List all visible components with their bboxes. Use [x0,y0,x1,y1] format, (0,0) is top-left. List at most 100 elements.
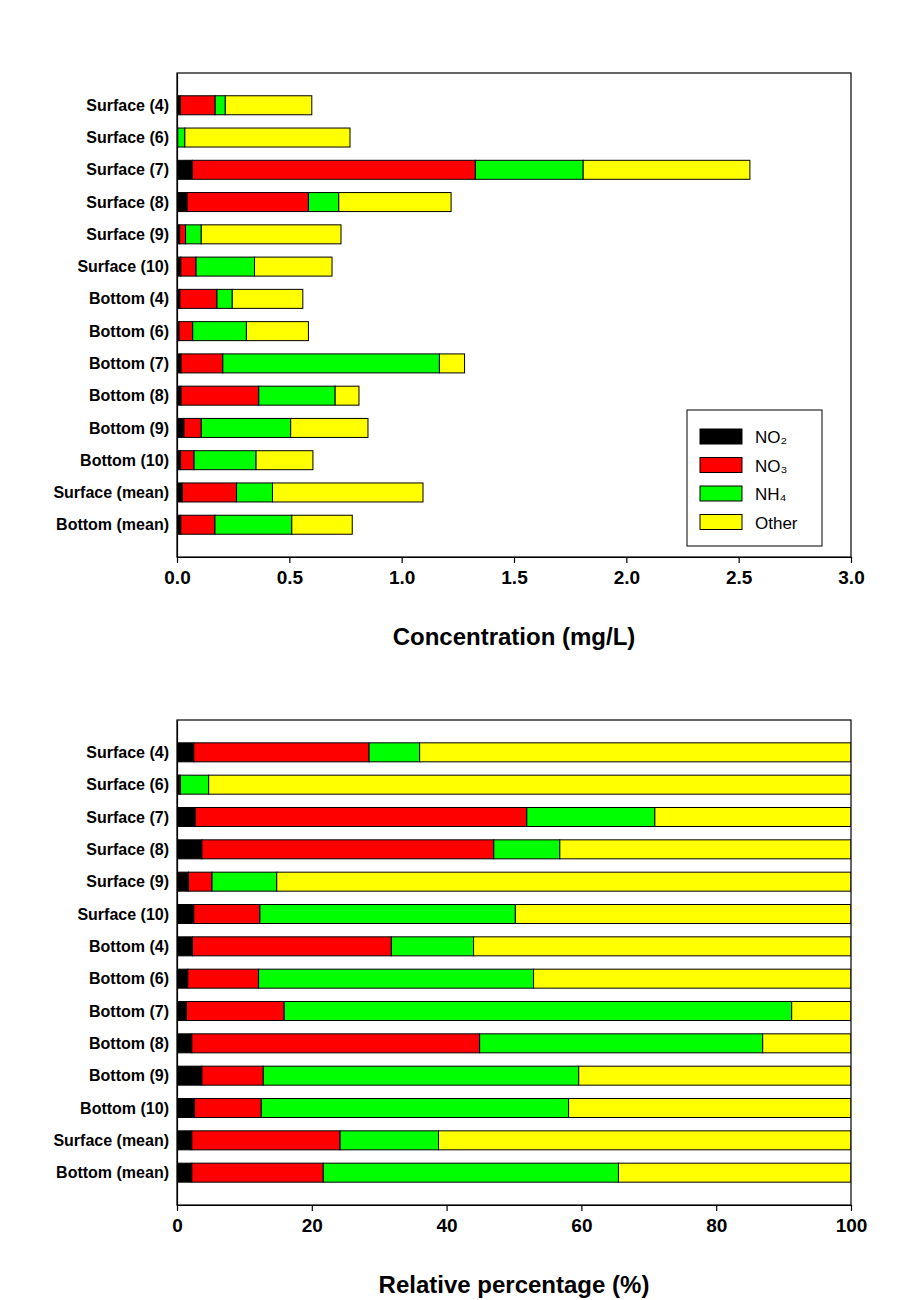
y-axis: Surface (4)Surface (6)Surface (7)Surface… [53,721,177,1206]
y-tick-label: Bottom (mean) [56,1164,169,1181]
bar-segment [180,775,208,794]
y-tick-label: Surface (10) [77,258,169,275]
y-tick: Bottom (mean) [56,516,177,533]
bar-segment [323,1163,618,1182]
x-tick: 40 [437,1205,458,1236]
bar-segment [184,418,201,437]
bar-segment [180,96,215,115]
x-tick-label: 3.0 [838,567,864,588]
bar-segment [474,937,851,956]
x-tick-mark [851,1205,852,1211]
x-tick: 20 [302,1205,323,1236]
x-tick-mark [289,557,290,563]
x-tick: 60 [571,1205,592,1236]
y-tick: Surface (6) [86,776,177,793]
chart: 020406080100Surface (4)Surface (6)Surfac… [53,720,867,1298]
bar-segment [215,515,292,534]
bar-segment [272,483,423,502]
y-tick: Bottom (9) [89,420,177,437]
bar-segment [192,1163,323,1182]
bar-segment [339,193,451,212]
x-tick: 0.5 [277,557,304,588]
bar-segment [369,743,420,762]
y-tick-label: Bottom (10) [80,1100,169,1117]
x-tick: 3.0 [838,557,864,588]
x-tick-label: 2.0 [614,567,640,588]
bar-segment [177,1131,192,1150]
y-tick: Bottom (7) [89,355,177,372]
x-tick-label: 1.0 [389,567,415,588]
bar-segment [187,193,308,212]
bar-segment [192,1131,340,1150]
bar-segment [177,1066,202,1085]
x-axis: 0 20 40 60 80 100 [172,1205,867,1236]
y-tick-label: Bottom (8) [89,387,169,404]
x-tick-label: 0 [172,1215,183,1236]
y-tick: Bottom (10) [80,1100,177,1117]
x-tick-label: 0.5 [277,567,304,588]
bar-segment [177,1034,192,1053]
bar-segment [655,808,851,827]
legend-label: NO₃ [755,457,787,476]
y-tick: Surface (8) [86,194,177,211]
y-tick: Surface (9) [86,226,177,243]
y-tick: Bottom (mean) [56,1164,177,1181]
bar-segment [177,743,194,762]
bar-segment [515,905,851,924]
bar-segment [177,872,188,891]
bar-segment [215,96,225,115]
legend-swatch [700,486,742,501]
plot-frame [177,720,851,1205]
bar-segment [439,354,464,373]
bar-segment [579,1066,851,1085]
bar-segment [181,386,259,405]
plot-frame [177,73,851,557]
y-tick: Surface (9) [86,873,177,890]
bar-segment [534,969,851,988]
bar-segment [255,257,333,276]
x-tick: 2.5 [726,557,753,588]
chart: 0.00.51.01.52.02.53.0Surface (4)Surface … [53,73,864,650]
bar-segment [196,257,254,276]
x-tick-mark [851,557,852,563]
legend-label: NH₄ [755,485,787,504]
y-tick-label: Surface (7) [86,161,169,178]
bar-segment [195,808,527,827]
x-tick: 80 [706,1205,727,1236]
bar-segment [194,743,369,762]
bar-segment [527,808,655,827]
y-tick-label: Surface (9) [86,873,169,890]
bar-segment [194,905,260,924]
bar-segment [480,1034,763,1053]
bar-segment [340,1131,438,1150]
bar-segment [177,840,202,859]
bar-segment [583,160,750,179]
bar-segment [618,1163,851,1182]
y-axis-line [177,721,178,1206]
bar-segment [195,1099,262,1118]
bar-segment [181,257,196,276]
x-axis-title: Relative percentage (%) [379,1271,650,1298]
x-axis-title: Concentration (mg/L) [393,623,636,650]
bar-segment [177,160,192,179]
y-tick-label: Surface (7) [86,809,169,826]
x-tick-label: 100 [836,1215,868,1236]
x-tick-mark [312,1205,313,1211]
x-tick-label: 1.5 [501,567,528,588]
bar-segment [178,128,185,147]
bar-segment [177,969,188,988]
x-tick-label: 20 [302,1215,323,1236]
x-tick: 0.0 [164,557,190,588]
bar-segment [209,775,851,794]
bar-segment [186,225,202,244]
bar-segment [292,515,352,534]
bar-segment [188,872,212,891]
y-tick-label: Surface (10) [77,906,169,923]
x-tick-mark [402,557,403,563]
y-tick: Surface (8) [86,841,177,858]
x-tick-label: 60 [571,1215,592,1236]
bar-segment [259,969,534,988]
bar-segment [260,905,515,924]
y-tick: Bottom (8) [89,1035,177,1052]
bar-segment [185,128,350,147]
